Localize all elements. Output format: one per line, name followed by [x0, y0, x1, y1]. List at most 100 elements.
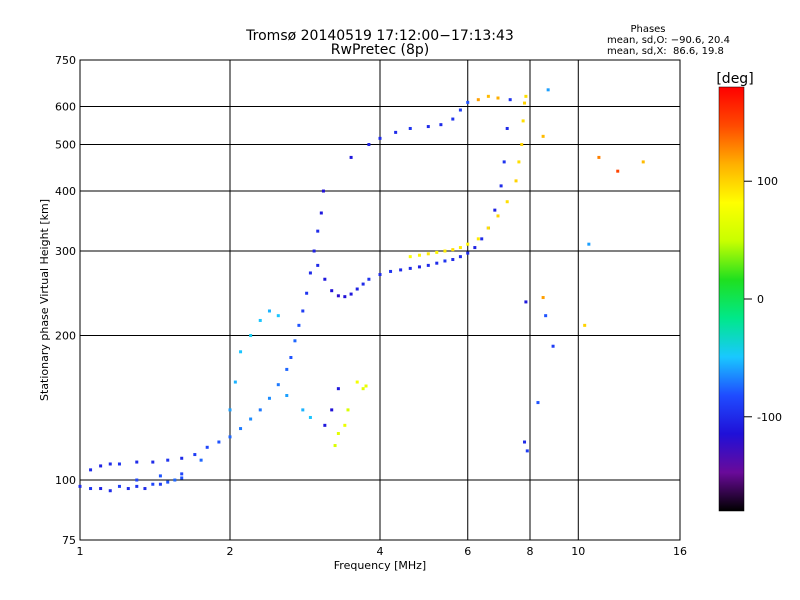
data-point — [541, 296, 545, 300]
data-point — [493, 208, 497, 212]
x-tick-label: 10 — [571, 545, 585, 558]
data-point — [525, 449, 529, 453]
data-point — [458, 108, 462, 112]
x-axis-label: Frequency [MHz] — [334, 559, 426, 572]
data-point — [587, 242, 591, 246]
data-point — [239, 427, 243, 431]
data-point — [541, 134, 545, 138]
data-point — [364, 384, 368, 388]
data-point — [151, 482, 155, 486]
data-point — [408, 255, 412, 259]
data-point — [443, 249, 447, 253]
data-point — [336, 387, 340, 391]
y-tick-label: 100 — [55, 474, 76, 487]
data-points — [78, 88, 645, 493]
y-tick-label: 400 — [55, 185, 76, 198]
data-point — [583, 323, 587, 327]
y-tick-label: 300 — [55, 245, 76, 258]
data-point — [505, 126, 509, 130]
data-point — [349, 292, 353, 296]
x-tick-label: 16 — [673, 545, 687, 558]
data-point — [361, 282, 365, 286]
data-point — [349, 155, 353, 159]
data-point — [173, 478, 177, 482]
y-tick-label: 500 — [55, 139, 76, 152]
data-point — [180, 456, 184, 460]
x-tick-label: 4 — [377, 545, 384, 558]
data-point — [641, 160, 645, 164]
data-point — [466, 242, 470, 246]
data-point — [378, 273, 382, 277]
data-point — [312, 249, 316, 253]
data-point — [435, 261, 439, 265]
y-tick-label: 750 — [55, 54, 76, 67]
data-point — [480, 237, 484, 241]
phase-info-title: Phases — [630, 24, 665, 35]
data-point — [520, 143, 524, 147]
data-point — [389, 269, 393, 273]
phase-info-x: mean, sd,X: 86.6, 19.8 — [607, 46, 724, 57]
data-point — [151, 460, 155, 464]
data-point — [205, 445, 209, 449]
data-point — [180, 476, 184, 480]
data-point — [166, 458, 170, 462]
data-point — [502, 160, 506, 164]
data-point — [343, 423, 347, 427]
data-point — [99, 464, 103, 468]
data-point — [117, 484, 121, 488]
data-point — [258, 318, 262, 322]
data-point — [551, 344, 555, 348]
data-point — [333, 444, 337, 448]
colorbar-tick-label: -100 — [757, 411, 782, 424]
data-point — [217, 440, 221, 444]
data-point — [126, 487, 130, 491]
data-point — [316, 263, 320, 267]
data-point — [301, 408, 305, 412]
x-tick-label: 1 — [77, 545, 84, 558]
x-tick-label: 6 — [464, 545, 471, 558]
x-tick-label: 2 — [227, 545, 234, 558]
data-point — [514, 179, 518, 183]
plot-frame — [79, 59, 681, 541]
chart-subtitle: RwPretec (8p) — [331, 42, 429, 58]
data-point — [233, 380, 237, 384]
x-tick-label: 8 — [527, 545, 534, 558]
grid-lines — [80, 60, 680, 540]
colorbar-ticks: 100 0 -100 — [744, 175, 782, 424]
data-point — [476, 98, 480, 102]
data-point — [135, 460, 139, 464]
data-point — [258, 408, 262, 412]
data-point — [297, 323, 301, 327]
data-point — [361, 387, 365, 391]
data-point — [408, 266, 412, 270]
data-point — [346, 408, 350, 412]
data-point — [443, 259, 447, 263]
data-point — [108, 489, 112, 493]
data-point — [267, 396, 271, 400]
data-point — [166, 480, 170, 484]
data-point — [343, 295, 347, 299]
data-point — [199, 458, 203, 462]
y-axis-ticks: 75 100 200 300 400 500 600 750 — [55, 54, 76, 547]
data-point — [99, 487, 103, 491]
y-axis-label: Stationary phase Virtual Height [km] — [38, 199, 51, 401]
data-point — [228, 408, 232, 412]
data-point — [466, 251, 470, 255]
data-point — [321, 189, 325, 193]
data-point — [486, 226, 490, 230]
data-point — [378, 136, 382, 140]
data-point — [267, 309, 271, 313]
data-point — [135, 484, 139, 488]
y-tick-label: 75 — [62, 534, 76, 547]
data-point — [249, 417, 253, 421]
data-point — [367, 277, 371, 281]
data-point — [524, 94, 528, 98]
chart-title: Tromsø 20140519 17:12:00−17:13:43 — [245, 28, 514, 44]
data-point — [316, 229, 320, 233]
data-point — [597, 155, 601, 159]
data-point — [308, 415, 312, 419]
data-point — [355, 380, 359, 384]
data-point — [546, 88, 550, 92]
data-point — [193, 453, 197, 457]
